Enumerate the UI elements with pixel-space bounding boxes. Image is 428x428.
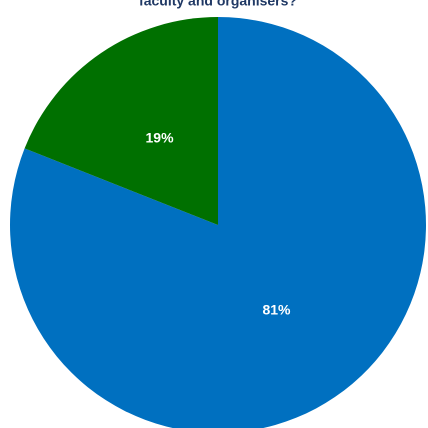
chart-title: faculty and organisers? [139, 0, 297, 9]
pie-slice [10, 17, 426, 428]
pie-slice [24, 17, 218, 225]
data-label: 19% [146, 130, 175, 146]
data-label: 81% [262, 302, 291, 318]
